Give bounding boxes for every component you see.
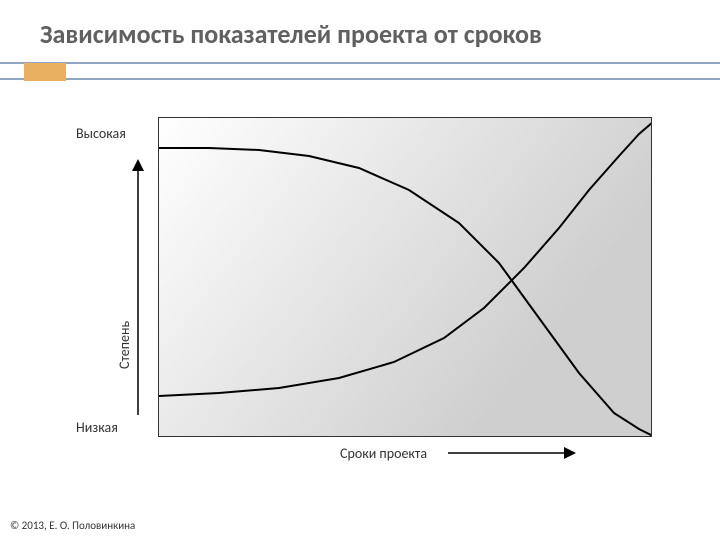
chart: Высокая Низкая Степень Сроки проекта Вли… — [70, 115, 670, 465]
page-title: Зависимость показателей проекта от сроко… — [40, 18, 542, 50]
y-axis-high-label: Высокая — [76, 125, 126, 142]
y-axis-arrow — [130, 115, 150, 435]
slide: Зависимость показателей проекта от сроко… — [0, 0, 720, 540]
accent-square — [24, 63, 66, 81]
x-axis-arrow — [440, 445, 580, 461]
y-axis-low-label: Низкая — [76, 419, 118, 436]
plot-area — [158, 117, 652, 437]
plot-svg — [159, 118, 652, 437]
footer-copyright: © 2013, Е. О. Половинкина — [10, 519, 135, 532]
accent-bar — [0, 62, 720, 80]
x-axis-label: Сроки проекта — [340, 445, 427, 462]
